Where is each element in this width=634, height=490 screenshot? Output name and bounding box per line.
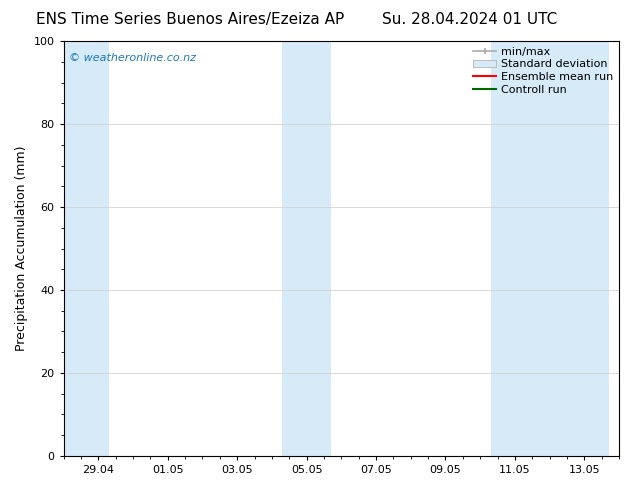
- Bar: [491, 41, 515, 456]
- Legend: min/max, Standard deviation, Ensemble mean run, Controll run: min/max, Standard deviation, Ensemble me…: [470, 43, 617, 98]
- Text: Su. 28.04.2024 01 UTC: Su. 28.04.2024 01 UTC: [382, 12, 557, 27]
- Y-axis label: Precipitation Accumulation (mm): Precipitation Accumulation (mm): [15, 146, 28, 351]
- Bar: [282, 41, 307, 456]
- Text: ENS Time Series Buenos Aires/Ezeiza AP: ENS Time Series Buenos Aires/Ezeiza AP: [36, 12, 344, 27]
- Bar: [63, 41, 108, 456]
- Text: © weatheronline.co.nz: © weatheronline.co.nz: [69, 53, 196, 64]
- Bar: [515, 41, 609, 456]
- Bar: [307, 41, 331, 456]
